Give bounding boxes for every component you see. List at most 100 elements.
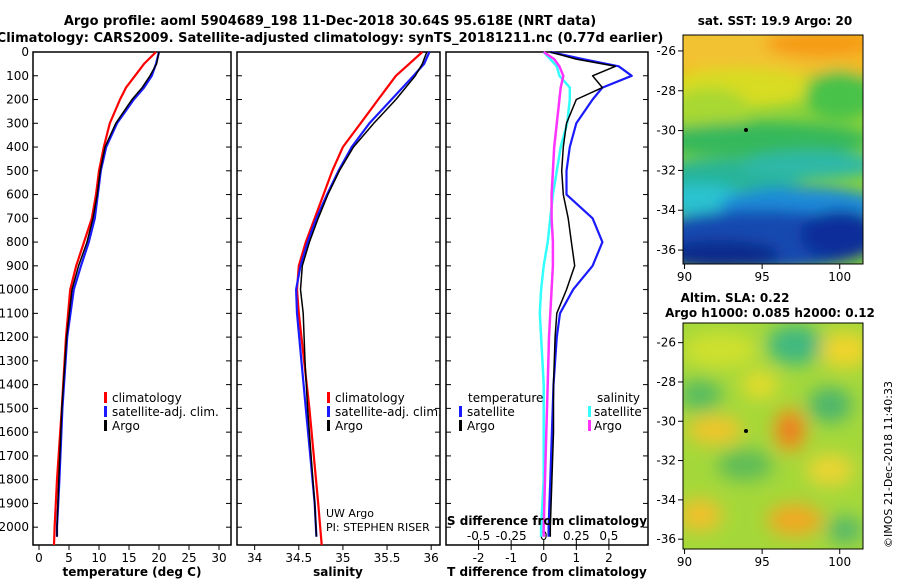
map-ytick-label: -30 xyxy=(656,124,676,138)
title-line-2: Climatology: CARS2009. Satellite-adjuste… xyxy=(0,31,663,46)
diff-legend-s-satellite: satellite xyxy=(594,405,642,419)
diff-stick-label: -0.25 xyxy=(496,529,527,543)
map-ytick-label: -36 xyxy=(656,243,676,257)
depth-tick-label: 900 xyxy=(6,259,29,273)
sst-axes: 90 95 100 -26 -28 -30 -32 -34 -36 xyxy=(656,44,851,284)
temperature-plot: 0 5 10 15 20 25 300100200300400500600700800900… xyxy=(0,45,231,565)
diff-xtick-label: -1 xyxy=(505,551,517,565)
temperature-xtick-label: 5 xyxy=(65,551,73,565)
difference-xlabel: T difference from climatology xyxy=(447,565,647,579)
map-ytick-label: -32 xyxy=(656,163,676,177)
sal-legend-argo-swatch xyxy=(327,420,330,431)
temperature-xtick-label: 0 xyxy=(35,551,43,565)
salinity-series-satellite-adj-clim- xyxy=(295,51,431,537)
difference-panel xyxy=(445,51,649,546)
temperature-series-argo xyxy=(56,51,160,537)
depth-tick-label: 0 xyxy=(21,45,29,59)
title-line-1: Argo profile: aoml 5904689_198 11-Dec-20… xyxy=(64,14,596,29)
sal-legend-satellite: satellite-adj. clim. xyxy=(335,405,442,419)
diff-series-s-argo xyxy=(542,50,565,537)
depth-tick-label: 2000 xyxy=(0,520,29,534)
temperature-panel xyxy=(32,51,232,546)
sal-legend-argo: Argo xyxy=(335,419,363,433)
diff-legend-t-argo: Argo xyxy=(467,419,495,433)
diff-legend-t-argo-swatch xyxy=(459,420,462,431)
temperature-xtick-label: 15 xyxy=(121,551,136,565)
sst-frame xyxy=(682,34,864,265)
sla-heatmap xyxy=(683,323,863,549)
map-ytick-label: -32 xyxy=(656,454,676,468)
diff-legend-s-title: salinity xyxy=(597,391,640,405)
depth-tick-label: 1200 xyxy=(0,330,29,344)
depth-tick-label: 600 xyxy=(6,188,29,202)
pi-annotation-line-2: PI: STEPHEN RISER xyxy=(326,521,430,534)
depth-tick-label: 1600 xyxy=(0,425,29,439)
depth-tick-label: 300 xyxy=(6,116,29,130)
map-ytick-label: -36 xyxy=(656,532,676,546)
map-ytick-label: -26 xyxy=(656,44,676,58)
map-xtick-label: 100 xyxy=(828,555,851,569)
depth-tick-label: 1000 xyxy=(0,283,29,297)
temp-legend-satellite: satellite-adj. clim. xyxy=(112,405,219,419)
map-xtick-label: 100 xyxy=(828,270,851,284)
imos-stamp: ©IMOS 21-Dec-2018 11:40:33 xyxy=(882,381,895,548)
depth-tick-label: 1300 xyxy=(0,354,29,368)
map-ytick-label: -26 xyxy=(656,336,676,350)
depth-tick-label: 100 xyxy=(6,69,29,83)
depth-tick-label: 1900 xyxy=(0,496,29,510)
pi-annotation-line-1: UW Argo xyxy=(326,507,374,520)
salinity-xtick-label: 34 xyxy=(247,551,262,565)
sla-frame xyxy=(682,322,864,550)
temp-legend-climatology: climatology xyxy=(112,391,182,405)
salinity-plot: 34 34.5 35 35.5 36 xyxy=(237,51,440,565)
salinity-xtick-label: 34.5 xyxy=(285,551,312,565)
depth-tick-label: 200 xyxy=(6,93,29,107)
depth-tick-label: 800 xyxy=(6,235,29,249)
map-ytick-label: -28 xyxy=(656,375,676,389)
diff-xtick-label: -2 xyxy=(473,551,485,565)
map-xtick-label: 90 xyxy=(677,270,692,284)
depth-tick-label: 1100 xyxy=(0,306,29,320)
sal-legend-climatology-swatch xyxy=(327,392,330,403)
temp-legend-argo: Argo xyxy=(112,419,140,433)
diff-stick-label: 0.25 xyxy=(563,529,590,543)
depth-tick-label: 400 xyxy=(6,140,29,154)
sal-legend-climatology: climatology xyxy=(335,391,405,405)
diff-xtick-label: 0 xyxy=(540,551,548,565)
diff-stick-label: -0.5 xyxy=(467,529,490,543)
salinity-panel xyxy=(236,51,441,546)
diff-legend-s-argo-swatch xyxy=(588,420,591,431)
diff-series-t-argo xyxy=(549,51,617,537)
temperature-xtick-label: 25 xyxy=(181,551,196,565)
difference-toplabel: S difference from climatology xyxy=(447,514,647,528)
salinity-xtick-label: 35.5 xyxy=(374,551,401,565)
salinity-xtick-label: 36 xyxy=(424,551,439,565)
salinity-xlabel: salinity xyxy=(313,565,363,579)
map-xtick-label: 95 xyxy=(754,555,769,569)
temp-legend-argo-swatch xyxy=(104,420,107,431)
salinity-xtick-label: 35 xyxy=(335,551,350,565)
depth-tick-label: 500 xyxy=(6,164,29,178)
salinity-series-climatology xyxy=(295,51,424,546)
depth-tick-label: 1400 xyxy=(0,378,29,392)
diff-stick-label: 0.5 xyxy=(599,529,618,543)
sla-argo-marker xyxy=(744,429,748,433)
map-ytick-label: -30 xyxy=(656,414,676,428)
diff-legend-s-argo: Argo xyxy=(594,419,622,433)
sst-heatmap xyxy=(683,35,863,264)
depth-tick-label: 700 xyxy=(6,211,29,225)
diff-xtick-label: 2 xyxy=(605,551,613,565)
sla-title-line-2: Argo h1000: 0.085 h2000: 0.12 xyxy=(665,306,875,320)
difference-plot: -2 -1 0 1 2-0.5 -0.25 0 0.25 0.5 xyxy=(446,50,648,565)
depth-tick-label: 1500 xyxy=(0,401,29,415)
diff-legend-t-title: temperature xyxy=(468,391,543,405)
sst-title: sat. SST: 19.9 Argo: 20 xyxy=(698,14,852,28)
temp-legend-satellite-swatch xyxy=(104,406,107,417)
depth-tick-label: 1800 xyxy=(0,473,29,487)
depth-tick-label: 1700 xyxy=(0,449,29,463)
diff-xtick-label: 1 xyxy=(573,551,581,565)
diff-legend-s-satellite-swatch xyxy=(588,406,591,417)
sla-axes: 90 95 100 -26 -28 -30 -32 -34 -36 xyxy=(656,336,851,569)
temperature-xlabel: temperature (deg C) xyxy=(63,565,202,579)
